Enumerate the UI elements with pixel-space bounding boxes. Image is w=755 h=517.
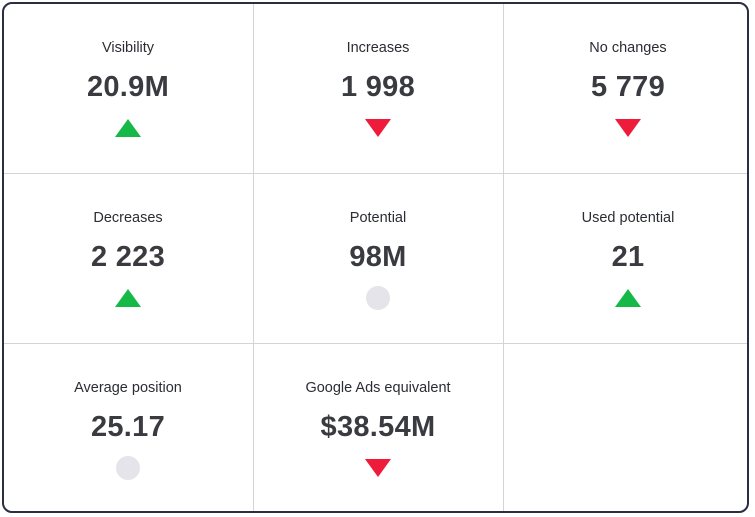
triangle-up-icon-shape: [115, 119, 141, 137]
metric-value: 21: [611, 241, 645, 273]
metric-label: Used potential: [581, 210, 675, 226]
metric-increases: Increases 1 998: [254, 4, 502, 174]
metric-value: 25.17: [90, 411, 166, 443]
grid-divider-vertical: [503, 4, 504, 511]
triangle-down-icon: [365, 119, 391, 137]
circle-neutral-icon-shape: [116, 456, 140, 480]
metric-label: Visibility: [101, 40, 155, 56]
circle-neutral-icon: [116, 456, 140, 480]
triangle-down-icon: [615, 119, 641, 137]
metric-label: Potential: [349, 210, 407, 226]
triangle-down-icon-shape: [365, 119, 391, 137]
grid-divider-vertical: [253, 4, 254, 511]
metric-label: Google Ads equivalent: [305, 380, 451, 396]
triangle-up-icon-shape: [115, 289, 141, 307]
metric-potential: Potential 98M: [254, 174, 502, 344]
metric-google-ads-equivalent: Google Ads equivalent $38.54M: [254, 344, 502, 511]
metric-average-position: Average position 25.17: [4, 344, 252, 511]
triangle-up-icon: [115, 119, 141, 137]
triangle-down-icon: [365, 459, 391, 477]
grid-divider-horizontal: [4, 343, 747, 344]
metric-value: $38.54M: [320, 411, 436, 443]
triangle-up-icon-shape: [615, 289, 641, 307]
metric-value: 5 779: [590, 71, 666, 103]
triangle-down-icon-shape: [365, 459, 391, 477]
metric-value: 1 998: [340, 71, 416, 103]
metrics-grid: Visibility 20.9M Increases 1 998 No chan…: [4, 4, 747, 511]
empty-cell: [504, 344, 747, 511]
triangle-down-icon-shape: [615, 119, 641, 137]
circle-neutral-icon: [366, 286, 390, 310]
metric-value: 98M: [349, 241, 407, 273]
circle-neutral-icon-shape: [366, 286, 390, 310]
metric-value: 2 223: [90, 241, 166, 273]
metric-label: No changes: [589, 40, 667, 56]
metric-label: Average position: [74, 380, 182, 396]
metric-no-changes: No changes 5 779: [504, 4, 747, 174]
metric-visibility: Visibility 20.9M: [4, 4, 252, 174]
metric-value: 20.9M: [86, 71, 170, 103]
triangle-up-icon: [615, 289, 641, 307]
metric-used-potential: Used potential 21: [504, 174, 747, 344]
metric-decreases: Decreases 2 223: [4, 174, 252, 344]
metrics-card: Visibility 20.9M Increases 1 998 No chan…: [2, 2, 749, 513]
triangle-up-icon: [115, 289, 141, 307]
metric-label: Increases: [346, 40, 410, 56]
grid-divider-horizontal: [4, 173, 747, 174]
metric-label: Decreases: [93, 210, 163, 226]
